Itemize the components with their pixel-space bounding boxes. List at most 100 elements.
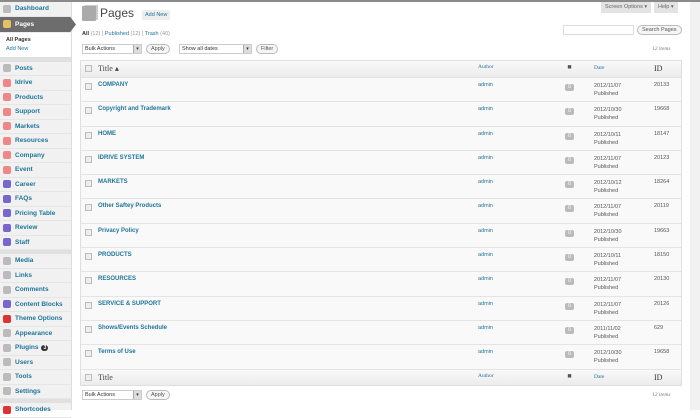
- date-column-footer[interactable]: Date: [594, 373, 605, 380]
- author-link[interactable]: admin: [478, 300, 493, 307]
- row-checkbox[interactable]: [85, 107, 92, 115]
- sidebar-item-review[interactable]: Review: [0, 221, 71, 236]
- sidebar-item-idrive[interactable]: Idrive: [0, 76, 71, 91]
- search-pages-button[interactable]: Search Pages: [637, 25, 682, 35]
- comment-count-bubble[interactable]: 0: [565, 132, 574, 140]
- page-title-link[interactable]: PRODUCTS: [98, 252, 132, 259]
- sidebar-item-markets[interactable]: Markets: [0, 120, 71, 134]
- row-checkbox[interactable]: [85, 253, 92, 261]
- filter-all[interactable]: All: [82, 31, 90, 37]
- comment-count-bubble[interactable]: 0: [565, 254, 574, 262]
- sidebar-item-posts[interactable]: Posts: [0, 62, 71, 76]
- comment-count-bubble[interactable]: 0: [565, 278, 574, 286]
- page-title-link[interactable]: Copyright and Trademark: [98, 106, 171, 113]
- author-link[interactable]: admin: [478, 252, 493, 259]
- author-link[interactable]: admin: [478, 324, 493, 331]
- sidebar-item-pages[interactable]: Pages: [0, 16, 76, 33]
- comment-count-bubble[interactable]: 0: [565, 229, 574, 237]
- page-title-link[interactable]: Shows/Events Schedule: [98, 324, 168, 331]
- author-link[interactable]: admin: [478, 106, 493, 113]
- select-all-checkbox[interactable]: [85, 373, 92, 381]
- sidebar-item-media[interactable]: Media: [0, 254, 71, 269]
- sidebar-item-tools[interactable]: Tools: [0, 370, 71, 385]
- row-checkbox[interactable]: [85, 204, 92, 212]
- comment-count-bubble[interactable]: 0: [565, 302, 574, 310]
- page-title-link[interactable]: Privacy Policy: [98, 227, 139, 234]
- row-checkbox[interactable]: [85, 228, 92, 236]
- submenu-item-add-new[interactable]: Add New: [6, 45, 29, 52]
- sidebar-item-comments[interactable]: Comments: [0, 283, 71, 298]
- bulk-actions-select-bottom[interactable]: Bulk Actions ▾: [82, 390, 142, 400]
- row-checkbox[interactable]: [85, 155, 92, 163]
- author-column-footer: Author: [478, 372, 494, 379]
- sidebar-item-content-blocks[interactable]: Content Blocks: [0, 298, 71, 312]
- row-checkbox[interactable]: [85, 180, 92, 188]
- author-link[interactable]: admin: [478, 349, 493, 356]
- sidebar-item-resources[interactable]: Resources: [0, 134, 71, 149]
- sidebar-item-shortcodes[interactable]: Shortcodes: [0, 403, 71, 418]
- comment-count-bubble[interactable]: 0: [565, 181, 574, 189]
- sidebar-item-links[interactable]: Links: [0, 269, 71, 283]
- bulk-actions-value: Bulk Actions: [85, 392, 115, 398]
- sidebar-item-products[interactable]: Products: [0, 91, 71, 105]
- date-column-header[interactable]: Date: [594, 65, 605, 71]
- author-link[interactable]: admin: [478, 154, 493, 161]
- page-title-link[interactable]: RESOURCES: [98, 276, 137, 283]
- sidebar-item-event[interactable]: Event: [0, 163, 71, 178]
- row-checkbox[interactable]: [85, 350, 92, 358]
- comment-count-bubble[interactable]: 0: [565, 326, 574, 334]
- page-title-link[interactable]: SERVICE & SUPPORT: [98, 300, 161, 307]
- comment-icon[interactable]: ■: [567, 371, 572, 380]
- comment-icon[interactable]: ■: [567, 63, 572, 71]
- author-link[interactable]: admin: [478, 276, 493, 283]
- row-checkbox[interactable]: [85, 83, 92, 90]
- sidebar-item-dashboard[interactable]: Dashboard: [0, 2, 71, 17]
- sidebar-item-plugins[interactable]: Plugins 3: [0, 341, 71, 356]
- sidebar-item-career[interactable]: Career: [0, 178, 71, 192]
- add-new-button[interactable]: Add New: [142, 10, 171, 20]
- page-title-link[interactable]: IDRIVE SYSTEM: [98, 154, 145, 161]
- author-link[interactable]: admin: [478, 130, 493, 137]
- bulk-actions-select[interactable]: Bulk Actions ▾: [82, 44, 142, 54]
- row-checkbox[interactable]: [85, 277, 92, 285]
- page-title-link[interactable]: MARKETS: [98, 179, 128, 186]
- submenu-item-all-pages[interactable]: All Pages: [6, 36, 31, 43]
- apply-button[interactable]: Apply: [146, 44, 170, 54]
- sidebar-item-faqs[interactable]: FAQs: [0, 192, 71, 207]
- apply-button-bottom[interactable]: Apply: [146, 390, 170, 400]
- search-input[interactable]: [563, 25, 634, 35]
- comment-count-bubble[interactable]: 0: [565, 108, 574, 116]
- filter-button[interactable]: Filter: [256, 44, 279, 54]
- screen-options-button[interactable]: Screen Options ▾: [601, 2, 652, 13]
- help-button[interactable]: Help ▾: [654, 2, 678, 13]
- sidebar-item-theme-options[interactable]: Theme Options: [0, 312, 71, 327]
- sidebar-item-staff[interactable]: Staff: [0, 236, 71, 250]
- author-link[interactable]: admin: [478, 227, 493, 234]
- filter-trash[interactable]: Trash: [144, 31, 159, 37]
- page-title-link[interactable]: Other Saftey Products: [98, 203, 162, 210]
- title-column-header[interactable]: Title ▴: [98, 64, 119, 73]
- sidebar-item-company[interactable]: Company: [0, 149, 71, 163]
- row-checkbox[interactable]: [85, 131, 92, 139]
- sidebar-item-settings[interactable]: Settings: [0, 385, 71, 399]
- sidebar-item-users[interactable]: Users: [0, 356, 71, 370]
- dates-select[interactable]: Show all dates ▾: [179, 44, 252, 54]
- comment-count-bubble[interactable]: 0: [565, 84, 574, 91]
- row-checkbox[interactable]: [85, 301, 92, 309]
- page-title-link[interactable]: Terms of Use: [98, 349, 136, 356]
- author-link[interactable]: admin: [478, 203, 493, 210]
- title-column-footer[interactable]: Title: [98, 372, 113, 382]
- sidebar-item-appearance[interactable]: Appearance: [0, 327, 71, 341]
- comment-count-bubble[interactable]: 0: [565, 156, 574, 164]
- page-title-link[interactable]: HOME: [98, 130, 116, 137]
- comment-count-bubble[interactable]: 0: [565, 205, 574, 213]
- comment-count-bubble[interactable]: 0: [565, 351, 574, 359]
- author-link[interactable]: admin: [478, 82, 493, 88]
- sidebar-item-support[interactable]: Support: [0, 105, 71, 120]
- page-title-link[interactable]: COMPANY: [98, 82, 129, 88]
- author-link[interactable]: admin: [478, 179, 493, 186]
- row-checkbox[interactable]: [85, 325, 92, 333]
- select-all-checkbox[interactable]: [85, 65, 92, 72]
- filter-published[interactable]: Published: [104, 31, 130, 37]
- sidebar-item-pricing-table[interactable]: Pricing Table: [0, 207, 71, 221]
